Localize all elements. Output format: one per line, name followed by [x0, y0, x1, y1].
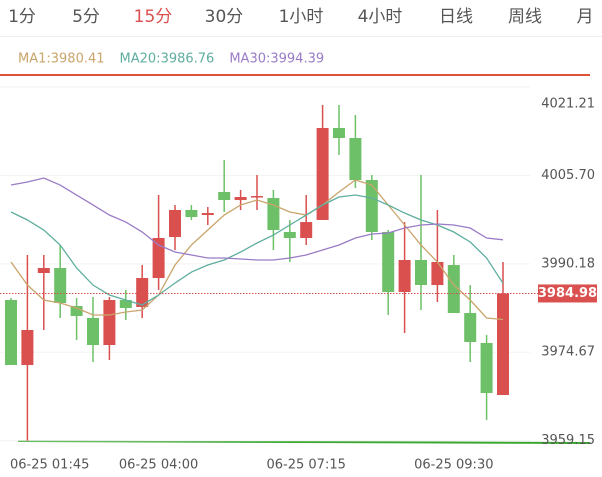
candle-body	[300, 222, 313, 238]
y-tick-label: 4021.21	[541, 97, 595, 112]
candle-body	[480, 343, 493, 394]
candle-body	[87, 317, 99, 346]
candle-body	[136, 278, 149, 307]
y-tick-label: 4005.70	[541, 168, 595, 183]
x-tick-label: 06-25 01:45	[10, 458, 89, 473]
candle-body	[415, 260, 427, 286]
candle-body	[103, 300, 116, 346]
ma-lines	[10, 177, 504, 321]
candle-body	[464, 313, 477, 342]
candle-body	[218, 191, 231, 201]
last-price-label: 3984.98	[538, 286, 597, 301]
candle-body	[54, 267, 67, 303]
x-tick-label: 06-25 07:15	[267, 458, 346, 473]
candle-body	[267, 198, 280, 231]
candle-body	[169, 210, 181, 238]
candle-body	[119, 300, 132, 309]
legend-entry: MA30:3994.39	[229, 52, 324, 67]
y-tick-label: 3974.67	[541, 345, 595, 360]
candle-body	[316, 128, 329, 220]
candle-body	[21, 330, 34, 366]
tab[interactable]: 5分	[72, 7, 100, 27]
candle-body	[365, 180, 378, 233]
legend-entry: MA1:3980.41	[18, 52, 105, 67]
candle-body	[497, 293, 509, 396]
legend-entry: MA20:3986.76	[120, 52, 215, 67]
candle-body	[251, 196, 263, 198]
tab[interactable]: 1分	[8, 7, 36, 27]
tab[interactable]: 4小时	[358, 7, 403, 27]
grid	[0, 86, 530, 442]
candles	[5, 104, 509, 441]
candle-body	[70, 306, 83, 316]
candle-body	[382, 232, 395, 292]
candle-body	[5, 300, 17, 366]
tab[interactable]: 周线	[508, 7, 542, 27]
y-tick-label: 3959.15	[541, 433, 595, 448]
tab[interactable]: 月	[577, 7, 594, 27]
y-tick-label: 3990.18	[541, 256, 595, 271]
ma-line	[10, 177, 504, 261]
candle-body	[234, 197, 247, 201]
tab[interactable]: 15分	[134, 7, 173, 27]
candle-body	[398, 260, 411, 292]
candle-body	[431, 261, 444, 286]
tab[interactable]: 日线	[439, 7, 473, 27]
candle-body	[185, 210, 198, 218]
candle-body	[283, 232, 296, 238]
candle-body	[201, 213, 214, 216]
ma-line	[10, 179, 504, 321]
bottom-border	[17, 440, 591, 444]
tab[interactable]: 30分	[205, 7, 244, 27]
candle-body	[349, 137, 362, 181]
x-tick-label: 06-25 09:30	[414, 458, 493, 473]
candle-body	[333, 128, 345, 138]
candle-body	[37, 267, 50, 273]
overlay: 3984.98	[0, 284, 597, 303]
candle-body	[152, 237, 165, 279]
candle-body	[447, 265, 460, 314]
x-tick-label: 06-25 04:00	[119, 458, 198, 473]
ma-line	[10, 194, 504, 306]
tab[interactable]: 1小时	[279, 7, 324, 27]
last-price-box	[538, 284, 597, 303]
